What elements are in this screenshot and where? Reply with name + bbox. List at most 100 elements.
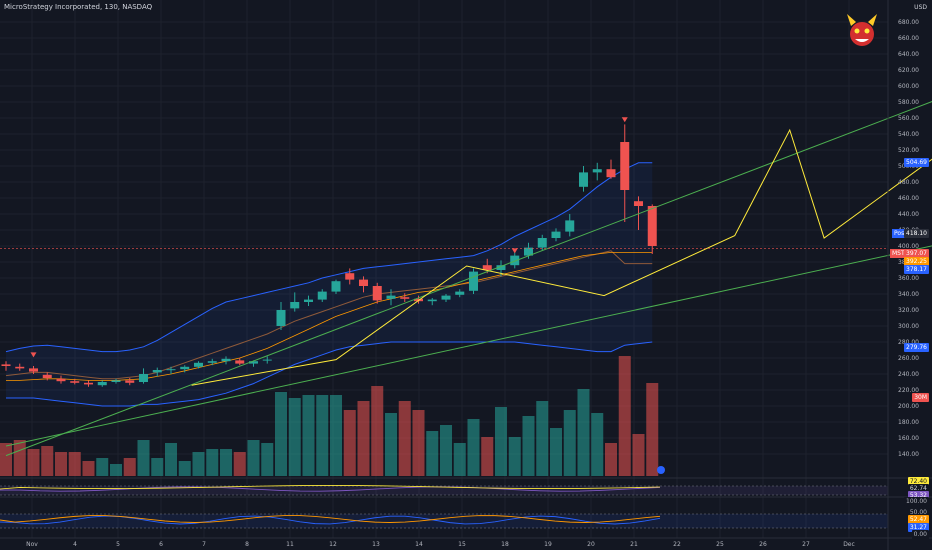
bollinger-lower-line xyxy=(6,341,653,407)
volume-bar xyxy=(646,383,659,476)
candle-body xyxy=(359,279,368,286)
volume-bar xyxy=(632,434,645,476)
volume-bar xyxy=(550,428,562,476)
volume-indicator-dot xyxy=(657,466,665,474)
candle-body xyxy=(400,297,410,299)
currency-label[interactable]: USD xyxy=(912,3,929,12)
price-tick-label: 240.00 xyxy=(898,371,919,378)
price-tick-label: 640.00 xyxy=(898,51,919,58)
price-tick-label: 480.00 xyxy=(898,179,919,186)
time-tick-label: 6 xyxy=(159,541,163,548)
volume-tag: 30M xyxy=(912,393,929,402)
candle xyxy=(359,276,368,293)
candle-body xyxy=(386,295,396,299)
volume-bar xyxy=(440,425,452,476)
volume-bar xyxy=(591,413,604,476)
candle-body xyxy=(427,299,437,302)
volume-bar xyxy=(398,401,411,476)
price-tick-label: 180.00 xyxy=(898,419,919,426)
candle xyxy=(111,378,121,384)
candle-body xyxy=(620,142,630,190)
mid-band-tag: 378.17 xyxy=(904,265,929,274)
price-tick-label: 220.00 xyxy=(898,387,919,394)
time-tick-label: 15 xyxy=(458,541,466,548)
bollinger-upper-line xyxy=(5,162,653,353)
price-tick-label: 160.00 xyxy=(898,435,919,442)
candle-body xyxy=(606,169,616,178)
price-tick-label: 540.00 xyxy=(898,131,919,138)
candle-body xyxy=(469,271,478,291)
candle-body xyxy=(524,247,533,256)
time-tick-label: 22 xyxy=(673,541,681,548)
volume-bar xyxy=(220,449,232,476)
candle-body xyxy=(565,220,575,232)
candle xyxy=(235,358,245,366)
rsi-tag-3: 53.32 xyxy=(907,491,929,500)
candle-body xyxy=(84,382,93,385)
candle-body xyxy=(647,206,657,246)
volume-bar xyxy=(412,410,425,476)
candle xyxy=(620,124,630,222)
volume-bar xyxy=(206,449,219,476)
volume-bar xyxy=(261,443,274,476)
candle xyxy=(262,356,272,364)
time-tick-label: 26 xyxy=(759,541,767,548)
candle-body xyxy=(56,378,66,382)
candle xyxy=(469,268,478,294)
candle xyxy=(537,234,547,251)
candle-body xyxy=(345,273,355,280)
candle xyxy=(42,372,52,381)
candle-body xyxy=(15,366,25,369)
candle xyxy=(276,302,286,330)
candle-body xyxy=(592,169,602,173)
time-tick-label: 19 xyxy=(544,541,552,548)
candle xyxy=(372,282,382,304)
volume-bar xyxy=(0,443,12,476)
volume-bar xyxy=(178,461,191,476)
candle xyxy=(510,252,520,269)
candle-body xyxy=(111,380,121,382)
trend-line xyxy=(5,101,932,457)
time-tick-label: 8 xyxy=(245,541,249,548)
post-value-tag: 418.10 xyxy=(904,229,929,238)
price-tick-label: 320.00 xyxy=(898,307,919,314)
candle xyxy=(441,294,451,302)
volume-bar xyxy=(316,395,329,476)
candle-body xyxy=(290,302,300,309)
volume-bar xyxy=(123,458,136,476)
candle-body xyxy=(551,231,561,238)
volume-bar xyxy=(27,449,40,476)
time-tick-label: 25 xyxy=(716,541,724,548)
candle xyxy=(455,289,465,298)
candle-body xyxy=(372,286,382,301)
candle xyxy=(15,363,25,371)
time-tick-label: 21 xyxy=(630,541,638,548)
volume-bar xyxy=(302,395,315,476)
candle xyxy=(606,159,616,179)
time-tick-label: 5 xyxy=(116,541,120,548)
candle-body xyxy=(634,201,643,206)
candle xyxy=(592,162,602,181)
lower-band-tag: 279.76 xyxy=(904,343,929,352)
price-tick-label: 620.00 xyxy=(898,67,919,74)
price-tick-label: 360.00 xyxy=(898,275,919,282)
candle xyxy=(194,361,203,369)
symbol-title[interactable]: MicroStrategy Incorporated, 130, NASDAQ xyxy=(4,3,153,11)
upper-band-tag: 504.69 xyxy=(904,158,929,167)
candle-body xyxy=(455,291,465,295)
volume-bar xyxy=(453,443,466,476)
time-tick-label: 12 xyxy=(329,541,337,548)
volume-bar xyxy=(330,395,342,476)
symbol-tag: MSTR xyxy=(890,249,911,258)
candle xyxy=(565,214,575,237)
candle-body xyxy=(579,172,588,187)
volume-bar xyxy=(508,437,521,476)
price-tick-label: 560.00 xyxy=(898,115,919,122)
candle-body xyxy=(125,380,135,383)
candle xyxy=(579,166,588,192)
price-tick-label: 660.00 xyxy=(898,35,919,42)
price-tick-label: 280.00 xyxy=(898,339,919,346)
candle xyxy=(345,268,355,285)
candle xyxy=(180,365,190,373)
